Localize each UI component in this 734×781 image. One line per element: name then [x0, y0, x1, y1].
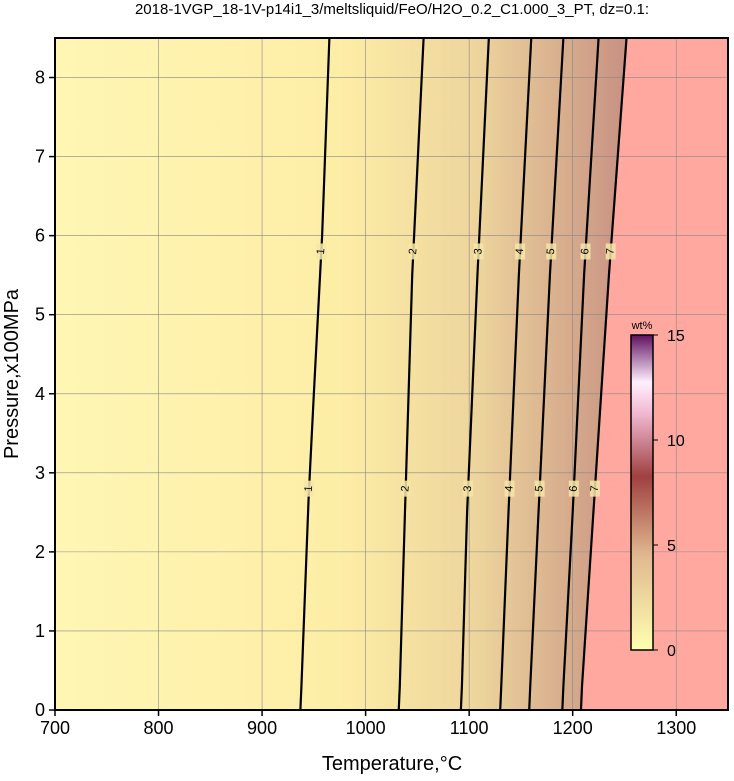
x-tick-label: 700	[40, 718, 70, 738]
x-tick-label: 800	[144, 718, 174, 738]
contour-label-bg	[515, 243, 526, 260]
y-tick-label: 5	[35, 305, 45, 325]
contour-label: 2	[399, 485, 411, 492]
contour-label-bg	[605, 243, 616, 260]
contour-line	[499, 37, 533, 711]
contour-label: 7	[604, 248, 616, 255]
x-tick-label: 1200	[553, 718, 593, 738]
y-axis-label: Pressure,x100MPa	[1, 288, 23, 459]
contour-label: 5	[533, 485, 545, 492]
contour-label: 4	[503, 485, 515, 492]
chart-title: 2018-1VGP_18-1V-p14i1_3/meltsliquid/FeO/…	[135, 1, 649, 18]
contour-label: 6	[579, 248, 591, 255]
contour-label: 7	[589, 485, 601, 492]
y-tick-label: 6	[35, 226, 45, 246]
colorbar-tick-label: 10	[667, 433, 685, 450]
contour-label-bg	[316, 243, 327, 260]
x-tick-label: 1300	[656, 718, 696, 738]
contour-label-bg	[546, 243, 557, 260]
region-fill	[580, 38, 728, 710]
contour-label: 6	[567, 485, 579, 492]
colorbar-tick-label: 15	[667, 328, 685, 345]
y-tick-label: 1	[35, 621, 45, 641]
contour-label: 3	[472, 248, 484, 255]
y-tick-label: 3	[35, 463, 45, 483]
y-tick-label: 8	[35, 68, 45, 88]
contour-label: 5	[545, 248, 557, 255]
contour-line	[459, 37, 490, 711]
colorbar-tick-label: 0	[667, 643, 676, 660]
contour-label: 3	[462, 485, 474, 492]
colorbar-label: wt%	[631, 320, 653, 332]
x-tick-label: 1100	[450, 718, 489, 738]
contour-label-bg	[589, 480, 600, 497]
contour-label-bg	[580, 243, 591, 260]
x-tick-label: 900	[247, 718, 277, 738]
contour-line	[528, 37, 565, 711]
y-tick-label: 7	[35, 147, 45, 167]
contour-line	[579, 37, 628, 711]
contour-label-bg	[568, 480, 579, 497]
contour-label-bg	[304, 480, 315, 497]
plot-frame	[54, 37, 729, 711]
contour-label-bg	[408, 243, 419, 260]
contour-line	[397, 37, 425, 711]
y-tick-label: 0	[35, 700, 45, 720]
contour-label-bg	[534, 480, 545, 497]
contour-label: 4	[514, 248, 526, 255]
contour-label: 1	[315, 248, 327, 255]
x-axis-label: Temperature,°C	[322, 753, 462, 775]
contour-label-bg	[400, 480, 411, 497]
contour-line	[299, 37, 331, 711]
y-tick-label: 4	[35, 384, 45, 404]
x-tick-label: 1000	[346, 718, 386, 738]
colorbar	[630, 334, 654, 651]
y-tick-label: 2	[35, 542, 45, 562]
contour-label: 1	[303, 485, 315, 492]
colorbar-tick-label: 5	[667, 538, 676, 555]
contour-line	[561, 37, 600, 711]
contour-label-bg	[463, 480, 474, 497]
contour-label-bg	[504, 480, 515, 497]
contour-label-bg	[473, 243, 484, 260]
contour-label: 2	[407, 248, 419, 255]
